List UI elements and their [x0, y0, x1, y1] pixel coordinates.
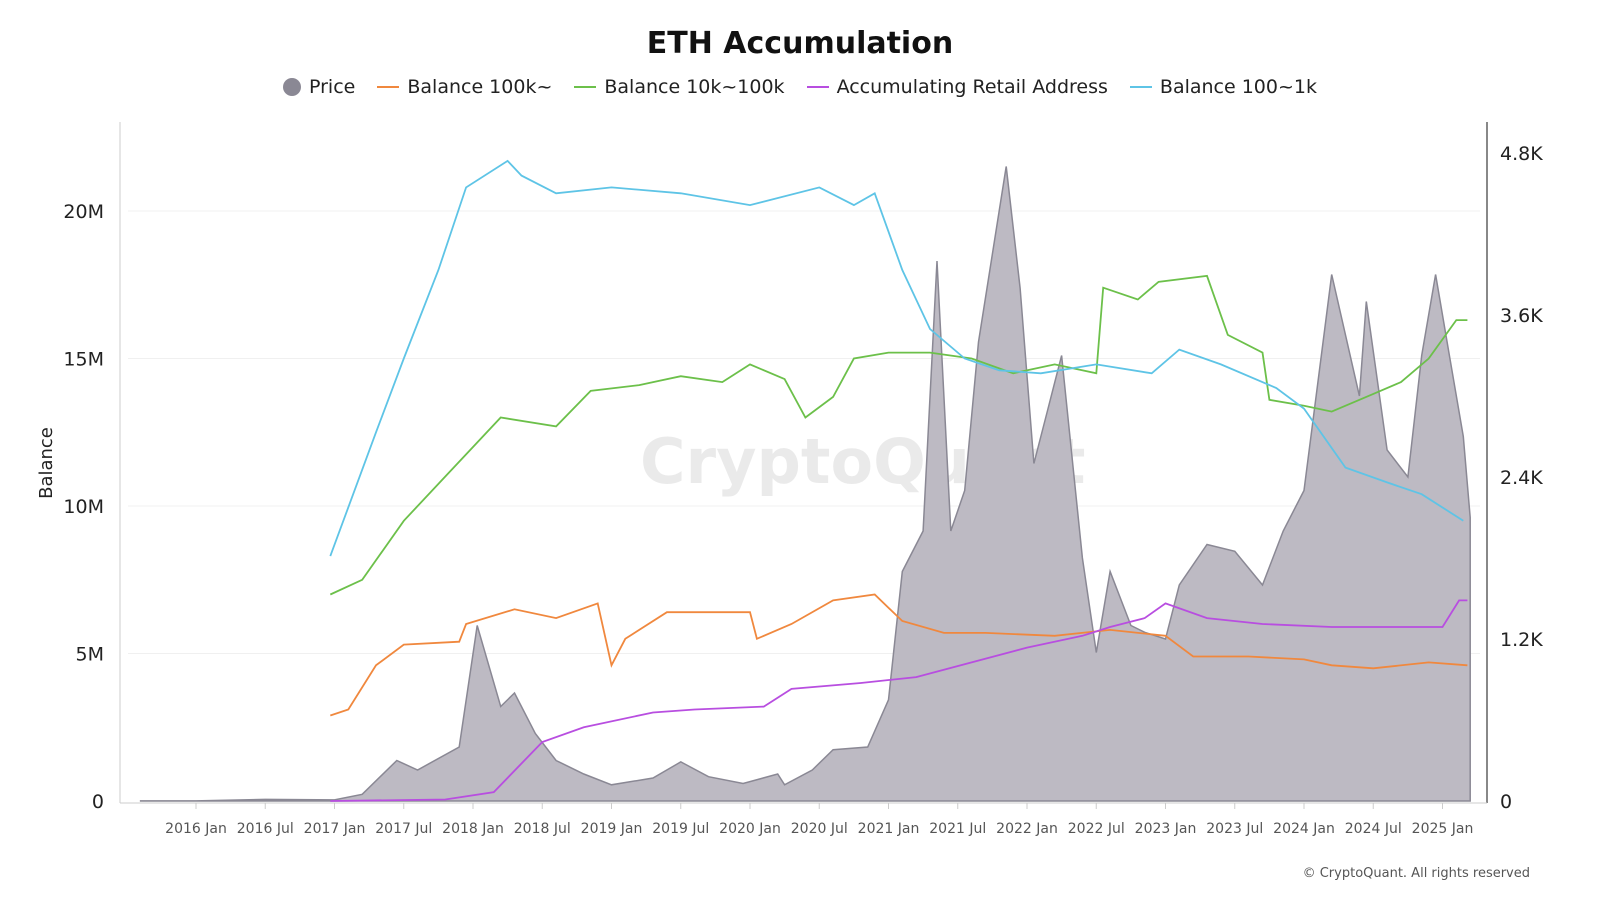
- y2-tick-label: 4.8K: [1500, 143, 1543, 165]
- y-tick-label: 0: [92, 791, 104, 813]
- legend-label: Accumulating Retail Address: [836, 76, 1108, 98]
- legend-item-accumulating-retail-address[interactable]: Accumulating Retail Address: [806, 76, 1108, 98]
- x-tick-label: 2016 Jul: [237, 821, 294, 837]
- legend-swatch-icon: [1129, 86, 1152, 88]
- x-tick-label: 2019 Jul: [652, 821, 709, 837]
- x-tick-label: 2019 Jan: [581, 821, 643, 837]
- y2-tick-label: 3.6K: [1500, 305, 1543, 327]
- legend-item-balance-100k[interactable]: Balance 100k~: [377, 76, 552, 98]
- x-tick-label: 2022 Jul: [1068, 821, 1125, 837]
- legend-swatch-icon: [283, 78, 301, 96]
- legend-swatch-icon: [806, 86, 829, 88]
- series-balance-10k-100k-line: [329, 274, 1468, 596]
- x-tick-label: 2021 Jul: [929, 821, 986, 837]
- legend-item-balance-100-1k[interactable]: Balance 100~1k: [1129, 76, 1317, 98]
- y-tick-label: 15M: [63, 349, 104, 371]
- x-tick-label: 2023 Jul: [1206, 821, 1263, 837]
- y-tick-label: 5M: [76, 644, 104, 666]
- chart-title: ETH Accumulation: [646, 26, 954, 61]
- copyright-footer: © CryptoQuant. All rights reserved: [1302, 866, 1530, 881]
- x-tick-label: 2024 Jan: [1273, 821, 1335, 837]
- x-tick-label: 2018 Jul: [514, 821, 571, 837]
- y-axis-label: Balance: [36, 427, 57, 499]
- legend-label: Balance 100k~: [407, 76, 553, 98]
- x-tick-label: 2021 Jan: [858, 821, 920, 837]
- x-tick-label: 2025 Jan: [1412, 821, 1474, 837]
- y2-tick-label: 2.4K: [1500, 467, 1543, 489]
- legend-label: Balance 100~1k: [1159, 76, 1317, 98]
- x-tick-label: 2022 Jan: [996, 821, 1058, 837]
- x-tick-label: 2020 Jan: [719, 821, 781, 837]
- x-tick-label: 2018 Jan: [442, 821, 504, 837]
- series-balance-100-1k-line: [329, 159, 1464, 557]
- legend-item-balance-10k-100k[interactable]: Balance 10k~100k: [574, 76, 785, 98]
- x-tick-label: 2020 Jul: [791, 821, 848, 837]
- y2-tick-label: 0: [1500, 791, 1512, 813]
- y-tick-label: 20M: [63, 201, 104, 223]
- x-tick-label: 2017 Jan: [304, 821, 366, 837]
- x-tick-label: 2023 Jan: [1135, 821, 1197, 837]
- legend-swatch-icon: [377, 86, 400, 88]
- legend-label: Price: [309, 76, 356, 98]
- legend-item-price[interactable]: Price: [283, 76, 355, 98]
- x-tick-label: 2024 Jul: [1345, 821, 1402, 837]
- legend-swatch-icon: [574, 86, 597, 88]
- legend-label: Balance 10k~100k: [604, 76, 785, 98]
- y2-tick-label: 1.2K: [1500, 629, 1543, 651]
- series-price-area: [139, 166, 1471, 802]
- x-tick-label: 2016 Jan: [165, 821, 227, 837]
- x-tick-label: 2017 Jul: [375, 821, 432, 837]
- y-tick-label: 10M: [63, 496, 104, 518]
- series-accumulating-retail-address-line: [330, 599, 1468, 802]
- legend: Price Balance 100k~ Balance 10k~100k Accumu…: [0, 76, 1600, 98]
- series-balance-100k-line: [330, 593, 1468, 717]
